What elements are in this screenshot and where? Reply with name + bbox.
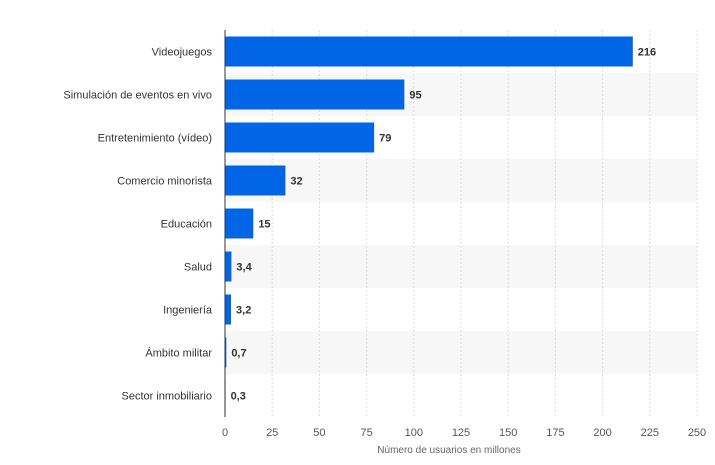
- bar[interactable]: [225, 294, 232, 325]
- category-label: Ingeniería: [163, 305, 213, 317]
- value-label: 216: [638, 47, 656, 59]
- x-tick-label: 200: [593, 427, 611, 439]
- bar[interactable]: [225, 165, 286, 196]
- category-label: Educación: [161, 219, 212, 231]
- x-tick-label: 125: [452, 427, 470, 439]
- x-tick-label: 100: [405, 427, 423, 439]
- category-label: Comercio minorista: [117, 176, 213, 188]
- value-label: 15: [258, 219, 270, 231]
- x-tick-label: 50: [313, 427, 325, 439]
- x-tick-label: 25: [266, 427, 278, 439]
- category-labels: Videojuegos Simulación de eventos en vivo…: [63, 47, 212, 403]
- bar[interactable]: [225, 337, 227, 368]
- x-axis-title: Número de usuarios en millones: [377, 445, 520, 456]
- value-label: 79: [379, 133, 391, 145]
- value-label: 95: [409, 90, 421, 102]
- bar[interactable]: [225, 251, 232, 282]
- value-label: 32: [290, 176, 302, 188]
- bar[interactable]: [225, 122, 375, 153]
- bar[interactable]: [225, 208, 254, 239]
- x-tick-labels: 0 25 50 75 100 125 150 175 200 225 250: [222, 427, 706, 439]
- x-tick-label: 75: [360, 427, 372, 439]
- bars: [225, 36, 633, 411]
- value-label: 0,3: [231, 391, 246, 403]
- value-label: 3,4: [236, 262, 252, 274]
- bar[interactable]: [225, 36, 633, 67]
- category-label: Sector inmobiliario: [122, 391, 212, 403]
- x-tick-label: 0: [222, 427, 228, 439]
- bar[interactable]: [225, 79, 405, 110]
- x-tick-label: 175: [546, 427, 564, 439]
- category-label: Entretenimiento (vídeo): [98, 133, 212, 145]
- x-tick-label: 150: [499, 427, 517, 439]
- value-labels: 216 95 79 32 15 3,4 3,2 0,7 0,3: [231, 47, 657, 403]
- value-label: 0,7: [231, 348, 246, 360]
- category-label: Simulación de eventos en vivo: [63, 90, 212, 102]
- value-label: 3,2: [236, 305, 251, 317]
- category-label: Salud: [184, 262, 212, 274]
- x-tick-label: 250: [688, 427, 706, 439]
- category-label: Ámbito militar: [145, 347, 212, 360]
- category-label: Videojuegos: [152, 47, 213, 59]
- x-tick-label: 225: [641, 427, 659, 439]
